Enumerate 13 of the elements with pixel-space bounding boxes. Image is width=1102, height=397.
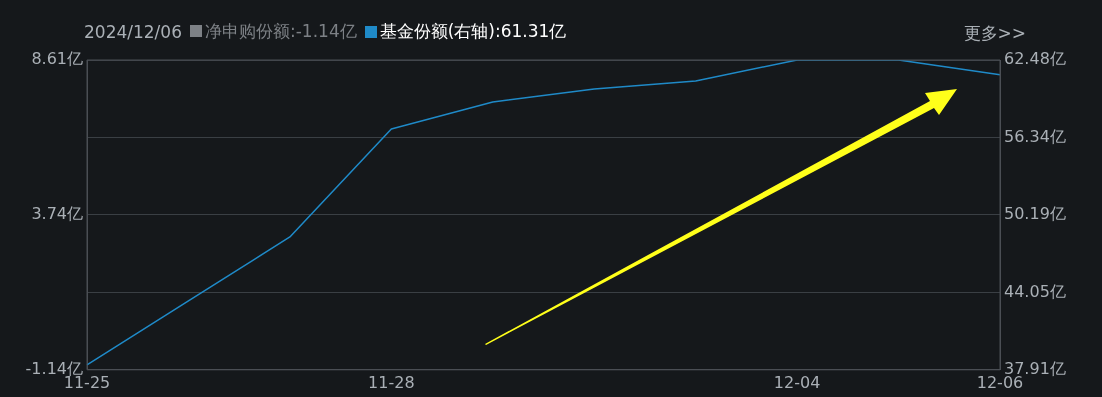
y-tick-label: 8.61亿 — [31, 49, 83, 69]
x-tick-label: 11-28 — [368, 372, 415, 392]
y-tick-label: 3.74亿 — [31, 203, 83, 223]
text: 更多>> — [963, 22, 1026, 45]
y2-tick-label: 50.19亿 — [1004, 204, 1066, 224]
text: 2024/12/06 — [84, 21, 182, 42]
y2-tick-label: 44.05亿 — [1004, 281, 1066, 301]
text: :61.31亿 — [494, 20, 567, 43]
y2-tick-label: 62.48亿 — [1004, 49, 1066, 69]
x-tick-label: 12-04 — [773, 372, 821, 392]
legend-label: 基金份额(右轴) — [379, 20, 495, 43]
text: 净申购份额:-1.14亿 — [204, 20, 357, 43]
y2-tick-label: 56.34亿 — [1004, 126, 1066, 146]
